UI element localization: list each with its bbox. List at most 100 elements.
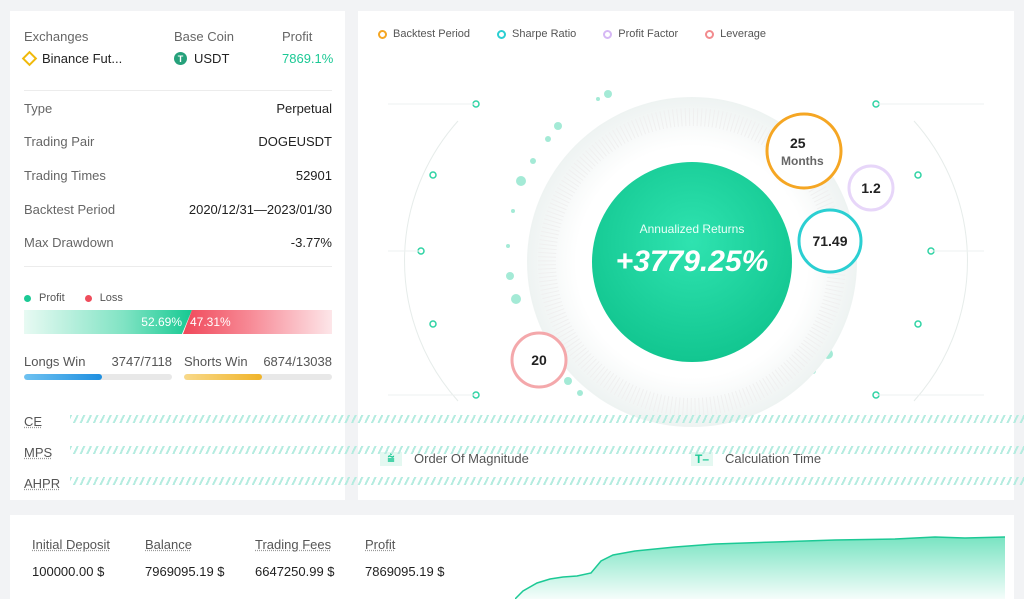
divider	[24, 266, 332, 267]
profit-header: Profit	[282, 29, 313, 44]
initial-deposit-value: 100000.00 $	[32, 564, 105, 579]
detail-value: Perpetual	[276, 101, 332, 116]
financial-summary-card: Initial Deposit 100000.00 $ Balance 7969…	[10, 515, 1014, 599]
initial-deposit-label[interactable]: Initial Deposit	[32, 537, 111, 552]
ce-metric-strip	[70, 415, 1024, 423]
longs-win-label: Longs Win	[24, 354, 86, 369]
legend-profit-factor-label: Profit Factor	[618, 28, 679, 40]
detail-label: Trading Pair	[24, 134, 95, 149]
detail-row-trading-times: Trading Times 52901	[24, 168, 332, 183]
detail-value: -3.77%	[290, 235, 332, 250]
sharpe-ratio-value: 71.49	[812, 233, 847, 249]
balance: Balance 7969095.19 $	[145, 537, 225, 579]
legend-sharpe-ratio-label: Sharpe Ratio	[512, 28, 577, 40]
annualized-returns-value: +3779.25%	[616, 245, 769, 278]
equity-area	[515, 537, 1005, 599]
legend-leverage-label: Leverage	[720, 28, 767, 40]
right-orbit-arc	[913, 120, 968, 402]
financial-profit-label[interactable]: Profit	[365, 537, 396, 552]
left-orbit-arc	[404, 120, 459, 402]
longs-win-track	[24, 374, 172, 380]
base-coin-value: T USDT	[174, 51, 229, 66]
longs-win-fill	[24, 374, 102, 380]
binance-icon	[21, 50, 38, 67]
teal-dot-icon	[497, 29, 507, 39]
loss-dot-icon	[84, 294, 92, 302]
legend-loss-label: Loss	[99, 292, 123, 304]
pink-dot-icon	[705, 29, 715, 39]
detail-label: Trading Times	[24, 168, 106, 183]
legend-leverage: Leverage	[705, 28, 766, 40]
profit-factor-bubble	[847, 164, 895, 212]
detail-row-type: Type Perpetual	[24, 101, 332, 116]
longs-win-value: 3747/7118	[111, 354, 173, 369]
detail-label: Max Drawdown	[24, 235, 114, 250]
trading-fees-value: 6647250.99 $	[255, 564, 335, 579]
strategy-summary-card: Exchanges Base Coin Profit Binance Fut..…	[10, 11, 345, 500]
detail-row-max-drawdown: Max Drawdown -3.77%	[24, 235, 332, 250]
profit-percent: 52.69%	[141, 315, 182, 329]
detail-label: Backtest Period	[24, 202, 116, 217]
legend-profit-factor: Profit Factor	[603, 28, 678, 40]
shorts-win-value: 6874/13038	[263, 354, 332, 369]
profit-value: 7869.1%	[282, 51, 334, 66]
shorts-win-track	[184, 374, 332, 380]
shorts-win-fill	[184, 374, 262, 380]
balance-label[interactable]: Balance	[145, 537, 192, 552]
metric-ahpr[interactable]: AHPR	[24, 476, 61, 491]
balance-value: 7969095.19 $	[145, 564, 225, 579]
order-of-magnitude-label: Order Of Magnitude	[414, 451, 529, 466]
profit-factor-value: 1.2	[861, 180, 881, 196]
metric-mps[interactable]: MPS	[24, 445, 53, 460]
ahpr-metric-strip	[70, 477, 1024, 485]
shorts-win-label: Shorts Win	[184, 354, 248, 369]
annualized-returns-label: Annualized Returns	[640, 222, 745, 236]
detail-value: DOGEUSDT	[258, 134, 332, 149]
profit-loss-legend: Profit Loss	[24, 292, 123, 304]
longs-win: Longs Win 3747/7118	[24, 354, 172, 380]
legend-sharpe-ratio: Sharpe Ratio	[497, 28, 576, 40]
backtest-period-months-value: 25	[790, 135, 806, 151]
orbit-spokes	[388, 103, 984, 396]
metric-ce[interactable]: CE	[24, 414, 43, 429]
backtest-visual-card: Backtest Period Sharpe Ratio Profit Fact…	[358, 11, 1014, 500]
orange-dot-icon	[378, 29, 387, 39]
backtest-period-unit: Months	[781, 154, 824, 168]
returns-core-circle	[592, 162, 792, 362]
legend-profit-label: Profit	[39, 292, 65, 304]
exchanges-header: Exchanges	[24, 29, 89, 44]
backtest-period-bubble	[765, 112, 843, 190]
exchange-name: Binance Fut...	[42, 51, 123, 66]
initial-deposit: Initial Deposit 100000.00 $	[32, 537, 110, 579]
base-coin-header: Base Coin	[174, 29, 234, 44]
calculation-time-label: Calculation Time	[725, 451, 822, 466]
visual-legend: Backtest Period Sharpe Ratio Profit Fact…	[378, 28, 766, 40]
legend-profit: Profit	[24, 292, 65, 304]
legend-backtest-period: Backtest Period	[378, 28, 470, 40]
mps-metric-strip	[70, 446, 1024, 454]
tether-icon: T	[174, 52, 187, 65]
loss-percent: 47.31%	[190, 315, 231, 329]
profit-segment	[24, 310, 192, 334]
purple-dot-icon	[603, 29, 613, 39]
profit-loss-bar: 52.69% 47.31%	[24, 310, 332, 334]
trading-fees: Trading Fees 6647250.99 $	[255, 537, 335, 579]
financial-profit-value: 7869095.19 $	[365, 564, 445, 579]
legend-backtest-period-label: Backtest Period	[393, 28, 471, 40]
sharpe-ratio-bubble	[797, 208, 863, 274]
returns-orbit-graphic: Annualized Returns +3779.25% 25 Months 1…	[388, 90, 984, 427]
detail-row-backtest-period: Backtest Period 2020/12/31—2023/01/30	[24, 202, 332, 217]
profit-dot-icon	[24, 294, 31, 302]
leverage-value: 20	[531, 352, 547, 368]
base-coin-name: USDT	[194, 51, 230, 66]
calculation-time: T– Calculation Time	[691, 451, 821, 466]
trading-fees-label[interactable]: Trading Fees	[255, 537, 332, 552]
detail-row-trading-pair: Trading Pair DOGEUSDT	[24, 134, 332, 149]
detail-value: 2020/12/31—2023/01/30	[188, 202, 332, 217]
equity-curve-sparkline	[515, 536, 1005, 599]
leverage-bubble	[510, 331, 568, 389]
order-of-magnitude: ⩭ Order Of Magnitude	[380, 451, 529, 466]
orbit-nodes	[417, 100, 935, 399]
legend-loss: Loss	[84, 292, 123, 304]
loss-segment	[183, 310, 332, 334]
